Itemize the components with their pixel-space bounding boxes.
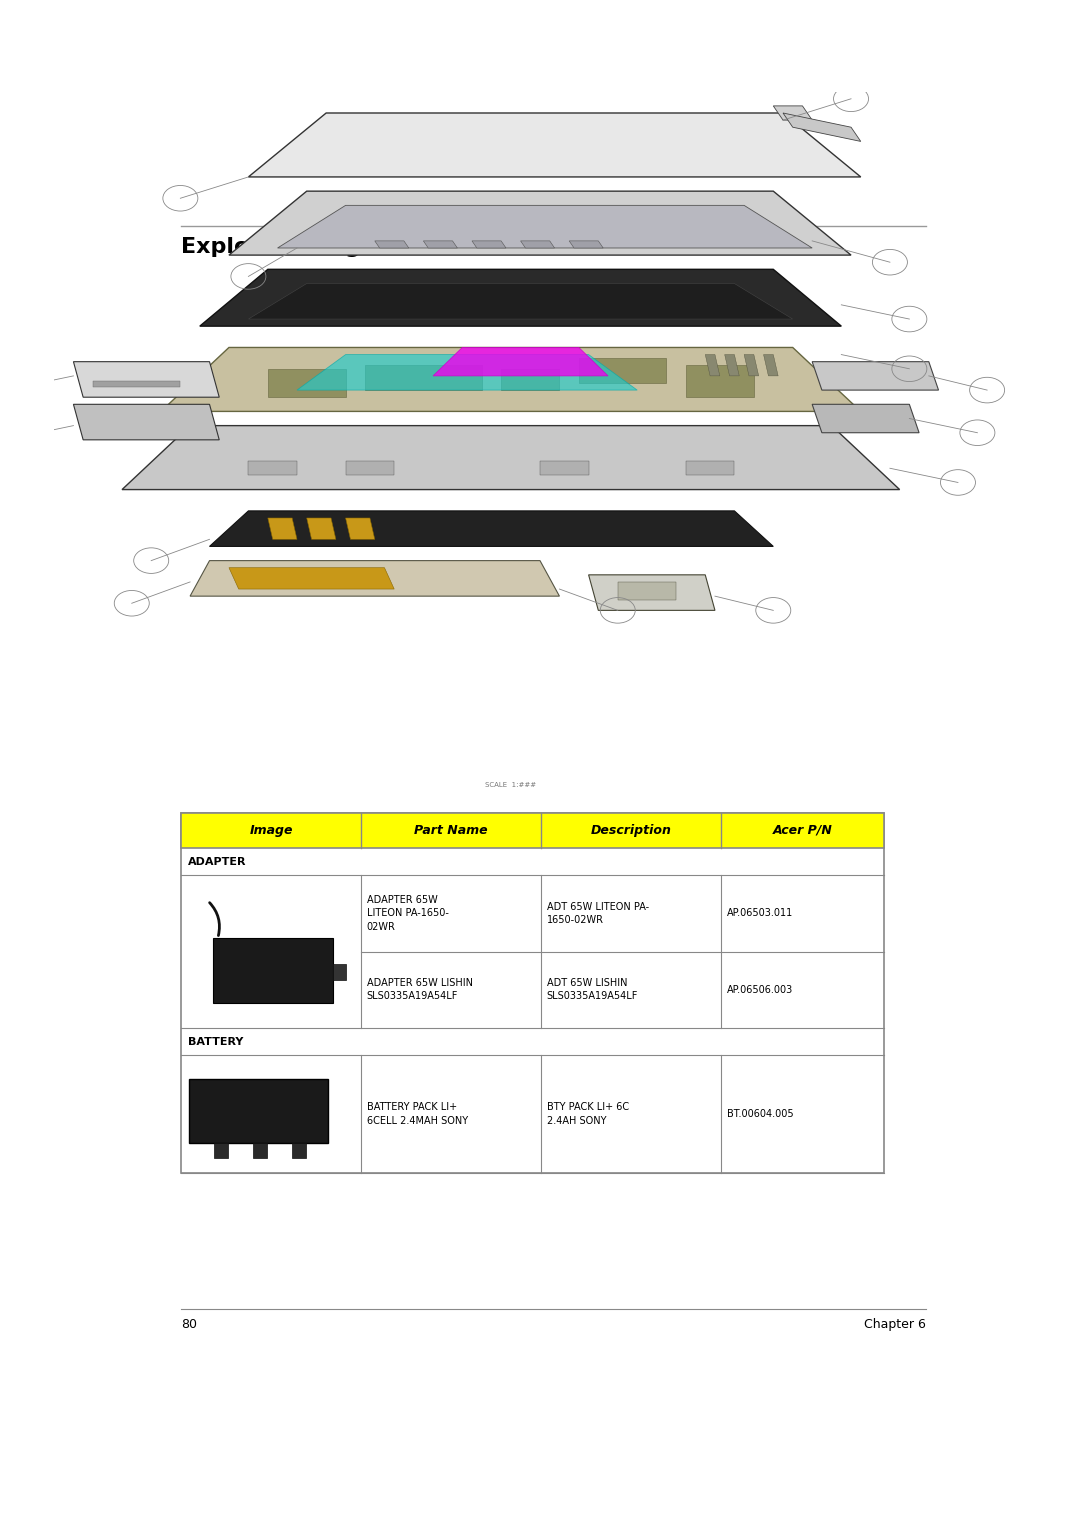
Polygon shape <box>783 113 861 142</box>
Text: ADT 65W LISHIN
SLS0335A19A54LF: ADT 65W LISHIN SLS0335A19A54LF <box>546 978 638 1001</box>
Bar <box>253 1143 267 1158</box>
Text: AP.06503.011: AP.06503.011 <box>727 909 793 918</box>
Bar <box>213 938 333 1002</box>
Bar <box>365 365 482 390</box>
Polygon shape <box>161 347 861 411</box>
Polygon shape <box>229 568 394 590</box>
Polygon shape <box>248 284 793 319</box>
Polygon shape <box>200 269 841 325</box>
Text: Acer P/N: Acer P/N <box>772 824 833 837</box>
Bar <box>268 368 346 397</box>
Polygon shape <box>423 241 458 248</box>
Bar <box>181 813 885 848</box>
Text: SCALE  1:###: SCALE 1:### <box>485 782 537 788</box>
Polygon shape <box>812 362 939 390</box>
Polygon shape <box>122 426 900 489</box>
Polygon shape <box>346 518 375 539</box>
Polygon shape <box>375 241 409 248</box>
Bar <box>214 1143 228 1158</box>
Polygon shape <box>764 354 779 376</box>
Text: ADT 65W LITEON PA-
1650-02WR: ADT 65W LITEON PA- 1650-02WR <box>546 902 649 924</box>
Text: ADAPTER 65W LISHIN
SLS0335A19A54LF: ADAPTER 65W LISHIN SLS0335A19A54LF <box>367 978 473 1001</box>
Text: ADAPTER 65W
LITEON PA-1650-
02WR: ADAPTER 65W LITEON PA-1650- 02WR <box>367 895 448 932</box>
Text: Image: Image <box>249 824 293 837</box>
Polygon shape <box>812 405 919 432</box>
Bar <box>333 964 346 979</box>
Polygon shape <box>278 205 812 248</box>
Bar <box>181 813 885 1174</box>
Text: BATTERY: BATTERY <box>188 1036 243 1047</box>
Polygon shape <box>589 575 715 610</box>
Text: BTY PACK LI+ 6C
2.4AH SONY: BTY PACK LI+ 6C 2.4AH SONY <box>546 1102 629 1126</box>
Polygon shape <box>73 362 219 397</box>
Text: ADAPTER: ADAPTER <box>188 857 246 866</box>
Polygon shape <box>297 354 637 390</box>
Text: Chapter 6: Chapter 6 <box>864 1317 926 1331</box>
Bar <box>292 1143 306 1158</box>
Text: BT.00604.005: BT.00604.005 <box>727 1109 794 1118</box>
Polygon shape <box>773 105 812 121</box>
Polygon shape <box>248 113 861 177</box>
Bar <box>686 461 734 475</box>
Text: Exploded Diagram: Exploded Diagram <box>181 237 410 258</box>
Polygon shape <box>433 347 608 376</box>
Text: BATTERY PACK LI+
6CELL 2.4MAH SONY: BATTERY PACK LI+ 6CELL 2.4MAH SONY <box>367 1102 468 1126</box>
Text: Description: Description <box>591 824 672 837</box>
Polygon shape <box>705 354 720 376</box>
Bar <box>248 461 297 475</box>
Bar <box>686 365 754 397</box>
Text: AP.06506.003: AP.06506.003 <box>727 986 793 995</box>
Text: 80: 80 <box>181 1317 197 1331</box>
Polygon shape <box>521 241 555 248</box>
Bar <box>618 582 676 599</box>
Bar <box>93 380 180 387</box>
Polygon shape <box>307 518 336 539</box>
Polygon shape <box>268 518 297 539</box>
Bar <box>501 368 559 390</box>
Polygon shape <box>73 405 219 440</box>
Polygon shape <box>190 561 559 596</box>
Polygon shape <box>210 510 773 547</box>
Polygon shape <box>229 191 851 255</box>
Text: Part Name: Part Name <box>414 824 488 837</box>
Bar <box>579 358 666 384</box>
Polygon shape <box>569 241 604 248</box>
Polygon shape <box>744 354 759 376</box>
Bar <box>540 461 589 475</box>
Polygon shape <box>725 354 739 376</box>
Bar <box>189 1079 328 1143</box>
Polygon shape <box>472 241 505 248</box>
Bar <box>346 461 394 475</box>
